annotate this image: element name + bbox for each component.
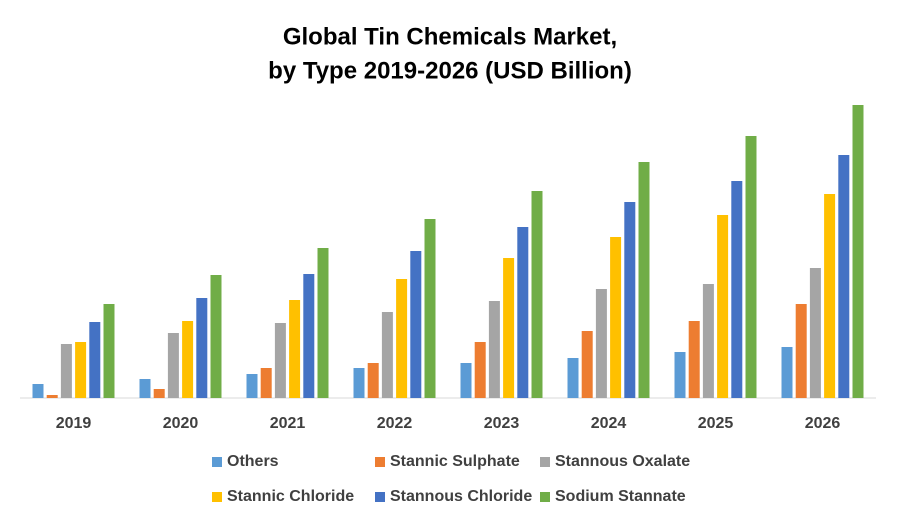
bar bbox=[731, 181, 743, 398]
bar bbox=[246, 374, 258, 398]
legend-swatch bbox=[540, 492, 550, 502]
bar bbox=[795, 304, 807, 398]
legend-swatch bbox=[375, 492, 385, 502]
bar bbox=[46, 395, 58, 398]
bar bbox=[410, 251, 422, 398]
bar bbox=[488, 301, 500, 398]
legend-swatch bbox=[540, 457, 550, 467]
bar bbox=[196, 298, 208, 398]
x-tick-label: 2020 bbox=[163, 415, 199, 432]
bar bbox=[638, 162, 650, 398]
bar bbox=[274, 323, 286, 398]
bar bbox=[381, 312, 393, 398]
bar bbox=[303, 274, 315, 398]
bar bbox=[717, 215, 729, 398]
bar bbox=[503, 258, 515, 398]
bar bbox=[474, 342, 486, 398]
chart-title: by Type 2019-2026 (USD Billion) bbox=[268, 57, 632, 84]
legend-swatch bbox=[212, 492, 222, 502]
legend-label: Stannic Sulphate bbox=[390, 453, 520, 470]
bar bbox=[139, 379, 151, 398]
bar bbox=[367, 363, 379, 398]
legend-label: Others bbox=[227, 453, 279, 470]
x-tick-label: 2023 bbox=[484, 415, 520, 432]
legend-label: Stannic Chloride bbox=[227, 488, 354, 505]
bar bbox=[353, 368, 365, 398]
bar bbox=[781, 347, 793, 398]
chart-title: Global Tin Chemicals Market, bbox=[283, 23, 617, 50]
bar bbox=[809, 268, 821, 398]
bar bbox=[260, 368, 272, 398]
bar bbox=[624, 202, 636, 398]
bar bbox=[702, 284, 714, 398]
x-tick-label: 2025 bbox=[698, 415, 734, 432]
bar bbox=[610, 237, 622, 398]
bar bbox=[595, 289, 607, 398]
bar bbox=[852, 105, 864, 398]
bar bbox=[210, 275, 222, 398]
bar bbox=[745, 136, 757, 398]
bar bbox=[182, 321, 194, 398]
bar bbox=[60, 344, 72, 398]
bar bbox=[460, 363, 472, 398]
bar bbox=[153, 389, 165, 398]
bar bbox=[167, 333, 179, 398]
legend-label: Sodium Stannate bbox=[555, 488, 686, 505]
bar bbox=[89, 322, 101, 398]
x-tick-label: 2019 bbox=[56, 415, 92, 432]
bar bbox=[838, 155, 850, 398]
legend-swatch bbox=[212, 457, 222, 467]
x-tick-label: 2022 bbox=[377, 415, 413, 432]
bar bbox=[317, 248, 329, 398]
bar bbox=[75, 342, 87, 398]
x-tick-label: 2021 bbox=[270, 415, 306, 432]
x-tick-label: 2024 bbox=[591, 415, 627, 432]
bar bbox=[517, 227, 529, 398]
legend-swatch bbox=[375, 457, 385, 467]
bar bbox=[32, 384, 44, 398]
bar bbox=[396, 279, 408, 398]
legend-label: Stannous Oxalate bbox=[555, 453, 690, 470]
bar bbox=[103, 304, 115, 398]
bar bbox=[581, 331, 593, 398]
bar bbox=[531, 191, 543, 398]
bar bbox=[674, 352, 686, 398]
bar bbox=[567, 358, 579, 398]
legend-label: Stannous Chloride bbox=[390, 488, 532, 505]
bar bbox=[688, 321, 700, 398]
bar bbox=[824, 194, 836, 398]
x-tick-label: 2026 bbox=[805, 415, 841, 432]
bar bbox=[289, 300, 301, 398]
bar bbox=[424, 219, 436, 398]
